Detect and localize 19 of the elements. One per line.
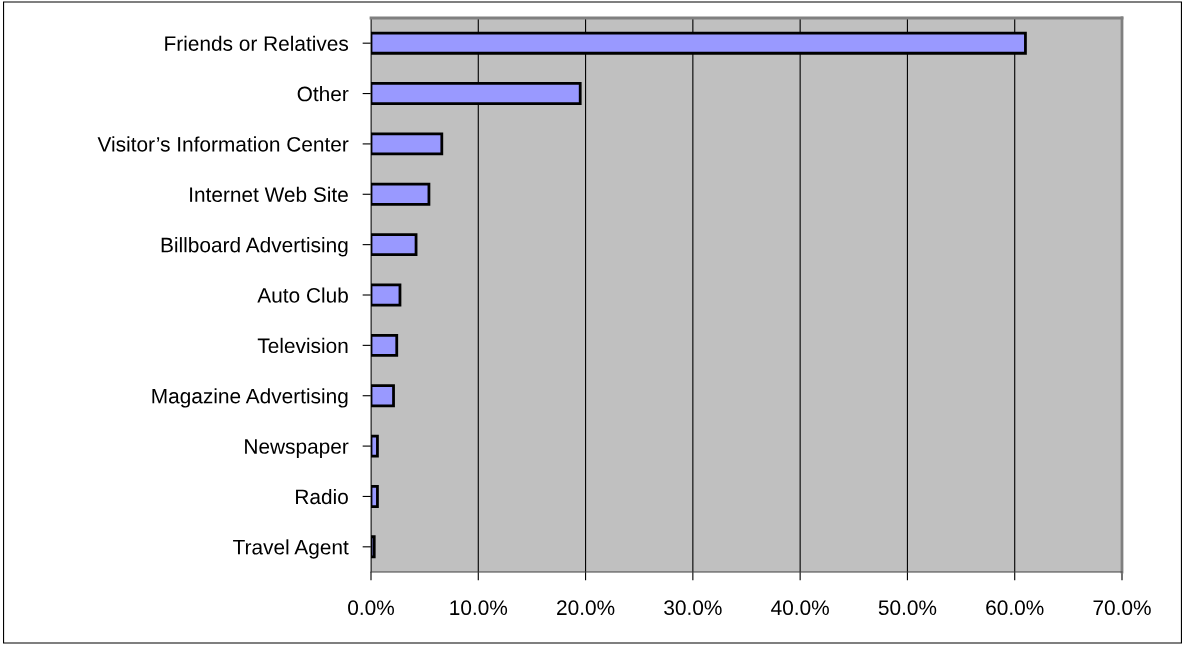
y-tick-label: Friends or Relatives — [165, 35, 349, 51]
y-tick-label: Magazine Advertising — [152, 388, 348, 408]
x-tick-label: 50.0% — [878, 600, 937, 616]
y-tick-label: Newspaper — [245, 439, 349, 458]
y-tick-label: Other — [297, 86, 349, 102]
y-tick-label: Visitor’s Information Center — [97, 136, 349, 152]
y-tick-label: Auto Club — [257, 287, 348, 303]
y-tick-label: Billboard Advertising — [161, 237, 348, 257]
x-tick-label: 30.0% — [664, 600, 722, 616]
x-tick-label: 0.0% — [348, 600, 394, 616]
x-tick-label: 60.0% — [986, 600, 1044, 616]
y-tick-label: Radio — [296, 488, 348, 505]
x-tick-label: 40.0% — [771, 600, 829, 616]
x-tick-label: 20.0% — [557, 600, 615, 616]
x-tick-label: 10.0% — [450, 600, 508, 616]
y-tick-label: Television — [257, 337, 348, 354]
y-tick-label: Internet Web Site — [190, 186, 348, 203]
y-tick-label: Travel Agent — [233, 539, 349, 559]
x-tick-label: 70.0% — [1093, 600, 1151, 616]
